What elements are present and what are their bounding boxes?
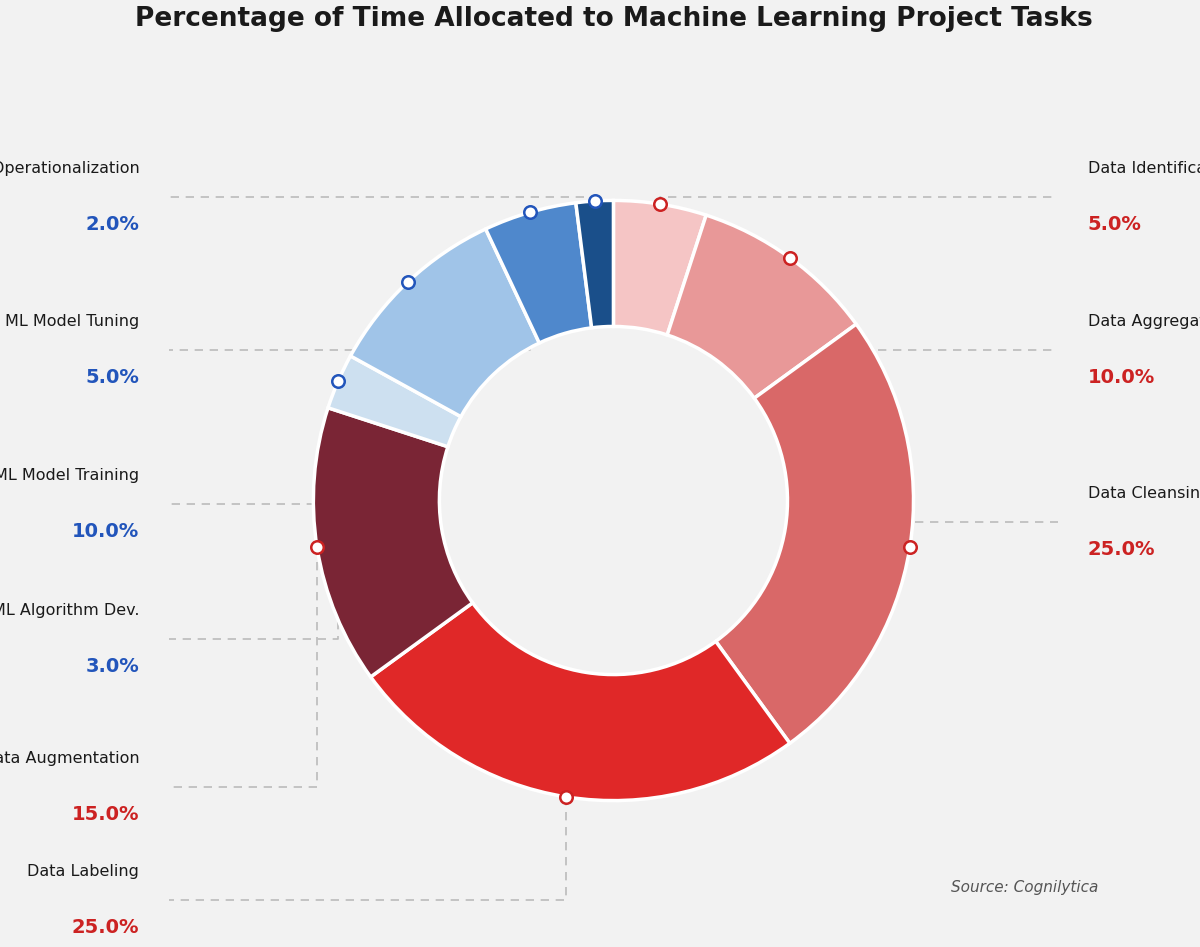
Text: 25.0%: 25.0% (1087, 540, 1156, 559)
Text: 10.0%: 10.0% (72, 522, 139, 541)
Text: Percentage of Time Allocated to Machine Learning Project Tasks: Percentage of Time Allocated to Machine … (134, 7, 1092, 32)
Text: Data Labeling: Data Labeling (28, 864, 139, 879)
Text: ML Operationalization: ML Operationalization (0, 161, 139, 176)
Text: 5.0%: 5.0% (85, 368, 139, 387)
Wedge shape (313, 408, 473, 677)
Wedge shape (576, 201, 613, 328)
Wedge shape (371, 603, 790, 800)
Text: 10.0%: 10.0% (1087, 368, 1154, 387)
Text: 5.0%: 5.0% (1087, 215, 1141, 235)
Wedge shape (667, 215, 857, 398)
Wedge shape (350, 229, 539, 417)
Text: 2.0%: 2.0% (85, 215, 139, 235)
Text: 3.0%: 3.0% (85, 656, 139, 675)
Wedge shape (715, 324, 913, 743)
Text: Source: Cognilytica: Source: Cognilytica (950, 880, 1098, 895)
Wedge shape (486, 203, 592, 343)
Text: ML Model Tuning: ML Model Tuning (5, 314, 139, 330)
Wedge shape (613, 201, 706, 335)
Text: 15.0%: 15.0% (72, 805, 139, 824)
Text: Data Identification: Data Identification (1087, 161, 1200, 176)
Text: Data Augmentation: Data Augmentation (0, 751, 139, 766)
Text: ML Model Training: ML Model Training (0, 468, 139, 483)
Wedge shape (328, 356, 461, 447)
Text: Data Aggregation: Data Aggregation (1087, 314, 1200, 330)
Text: 25.0%: 25.0% (72, 918, 139, 937)
Text: Data Cleansing: Data Cleansing (1087, 486, 1200, 501)
Text: ML Algorithm Dev.: ML Algorithm Dev. (0, 602, 139, 617)
